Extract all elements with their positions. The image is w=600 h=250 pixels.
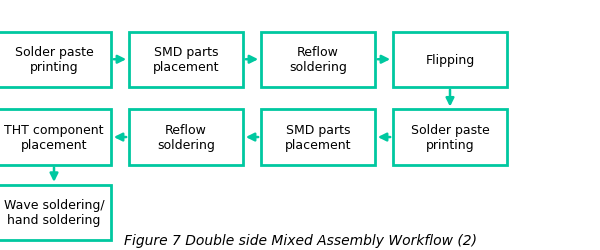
Text: Reflow
soldering: Reflow soldering <box>157 124 215 152</box>
FancyBboxPatch shape <box>129 110 243 165</box>
Text: Figure 7 Double side Mixed Assembly Workflow (2): Figure 7 Double side Mixed Assembly Work… <box>124 234 476 247</box>
Text: Wave soldering/
hand soldering: Wave soldering/ hand soldering <box>4 198 104 226</box>
FancyBboxPatch shape <box>393 32 507 88</box>
Text: SMD parts
placement: SMD parts placement <box>285 124 351 152</box>
Text: Reflow
soldering: Reflow soldering <box>289 46 347 74</box>
FancyBboxPatch shape <box>393 110 507 165</box>
FancyBboxPatch shape <box>261 32 375 88</box>
FancyBboxPatch shape <box>261 110 375 165</box>
FancyBboxPatch shape <box>0 110 111 165</box>
Text: SMD parts
placement: SMD parts placement <box>153 46 219 74</box>
Text: Solder paste
printing: Solder paste printing <box>14 46 94 74</box>
Text: THT component
placement: THT component placement <box>4 124 104 152</box>
Text: Flipping: Flipping <box>425 54 475 66</box>
FancyBboxPatch shape <box>0 185 111 240</box>
FancyBboxPatch shape <box>129 32 243 88</box>
Text: Solder paste
printing: Solder paste printing <box>410 124 490 152</box>
FancyBboxPatch shape <box>0 32 111 88</box>
